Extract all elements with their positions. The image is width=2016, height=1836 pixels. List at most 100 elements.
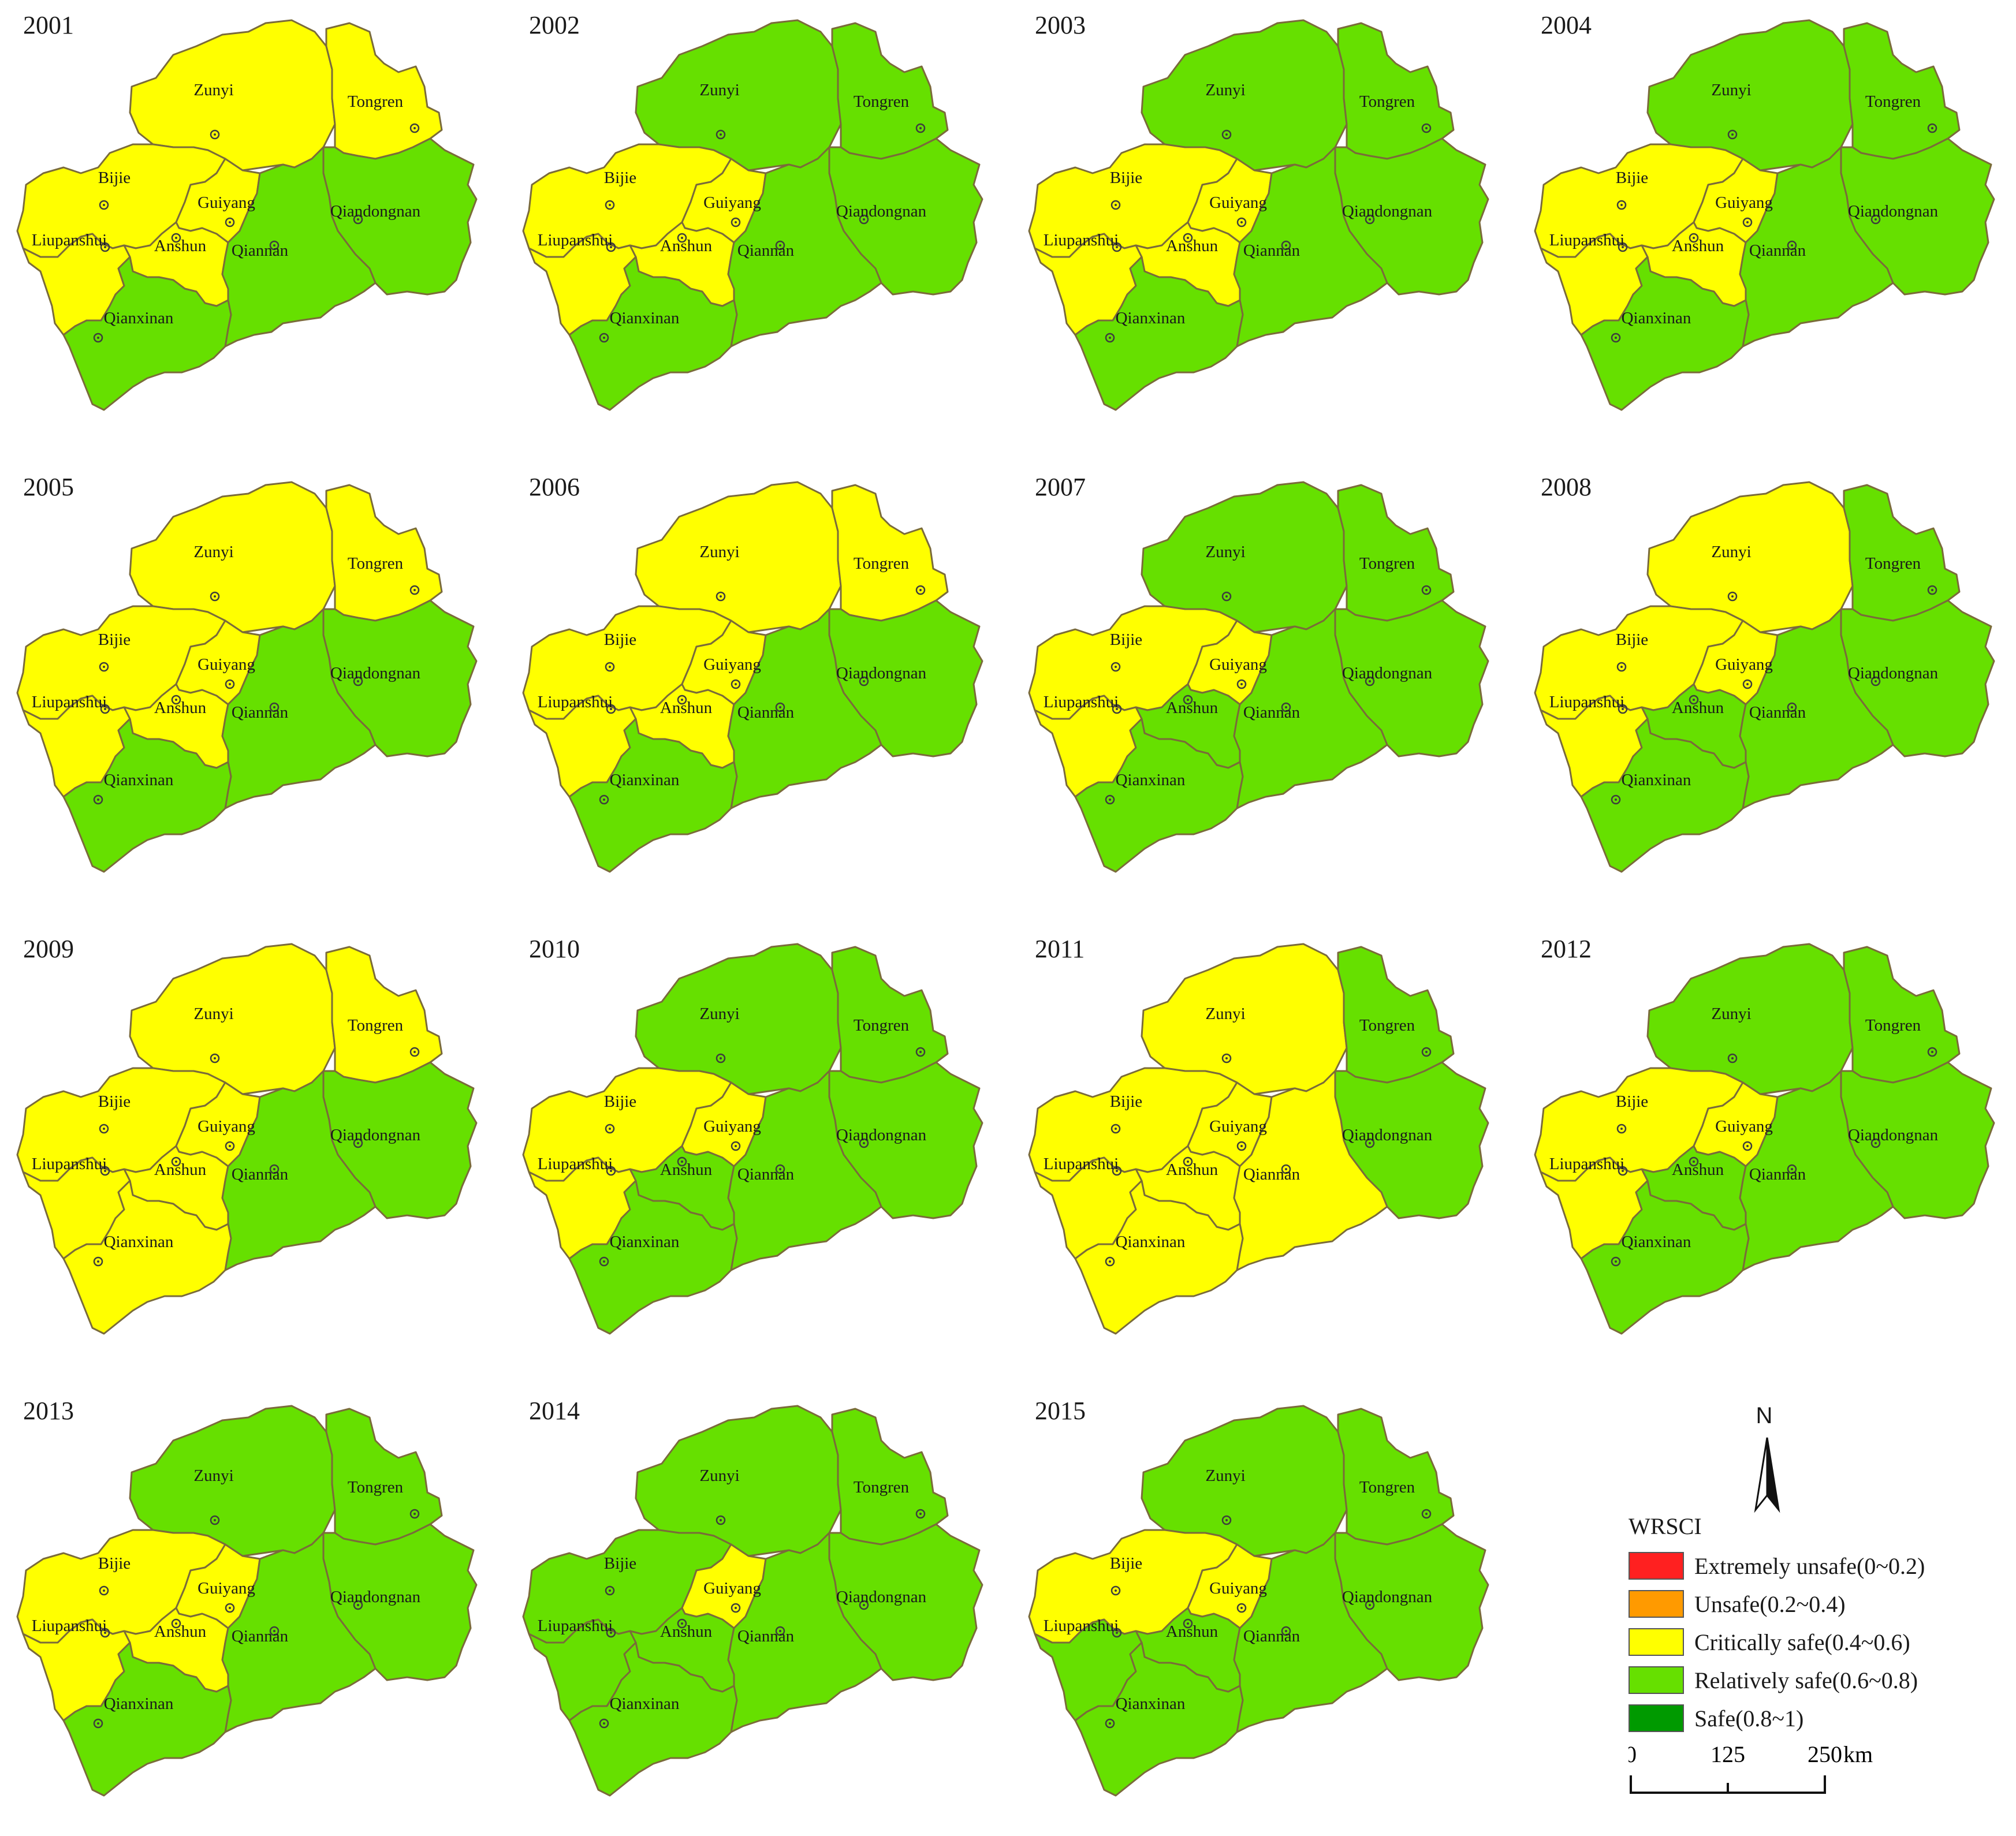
city-label-qiandongnan: Qiandongnan xyxy=(836,664,927,682)
city-marker-dot xyxy=(1425,589,1428,591)
city-label-qiannan: Qiannan xyxy=(1243,1627,1300,1645)
city-marker-dot xyxy=(863,680,865,682)
scale-bar: 0 125 250 km xyxy=(1629,1741,1873,1794)
city-marker-dot xyxy=(1115,204,1117,206)
city-label-guiyang: Guiyang xyxy=(1209,655,1267,674)
city-label-liupanshui: Liupanshui xyxy=(32,1617,107,1635)
city-marker-dot xyxy=(1746,1145,1749,1147)
city-label-tongren: Tongren xyxy=(854,1478,910,1497)
map-panel-2011: 2011 Zunyi Tongren Bijie Guiyang Qiandongnan L… xyxy=(1012,924,1514,1374)
city-marker-icon xyxy=(599,333,609,343)
city-marker-dot xyxy=(103,1589,105,1592)
city-marker-dot xyxy=(175,699,177,701)
city-marker-dot xyxy=(229,683,231,685)
city-marker-dot xyxy=(1693,237,1695,239)
region-qiannan xyxy=(1739,146,1894,348)
city-marker-icon xyxy=(1183,695,1193,705)
city-marker-icon xyxy=(409,585,420,595)
map-panel-2005: 2005 Zunyi Tongren Bijie Guiyang Qiandongnan L… xyxy=(0,462,502,912)
year-label: 2003 xyxy=(1035,11,1086,39)
city-marker-dot xyxy=(175,1160,177,1163)
legend-label: Critically safe(0.4~0.6) xyxy=(1694,1629,1910,1655)
city-marker-dot xyxy=(1240,221,1243,223)
city-label-qiannan: Qiannan xyxy=(232,1165,289,1184)
city-marker-icon xyxy=(1421,1047,1432,1057)
city-marker-dot xyxy=(1931,1051,1933,1053)
city-label-guiyang: Guiyang xyxy=(1715,1117,1773,1136)
province-map: Zunyi Tongren Bijie Guiyang Qiandongnan Liupa… xyxy=(16,481,478,873)
city-label-zunyi: Zunyi xyxy=(699,81,739,99)
city-label-qiandongnan: Qiandongnan xyxy=(1342,202,1433,221)
city-label-guiyang: Guiyang xyxy=(1209,1117,1267,1136)
city-marker-dot xyxy=(104,246,106,248)
city-label-tongren: Tongren xyxy=(1359,1016,1415,1035)
region-qianxinan xyxy=(568,1180,738,1335)
city-marker-icon xyxy=(269,240,280,251)
city-marker-dot xyxy=(1109,1722,1111,1725)
city-marker-icon xyxy=(605,1585,615,1596)
city-label-anshun: Anshun xyxy=(154,237,207,255)
city-label-qianxinan: Qianxinan xyxy=(1622,309,1691,327)
region-qiannan xyxy=(727,1532,882,1733)
city-label-bijie: Bijie xyxy=(1110,630,1142,649)
city-marker-icon xyxy=(1927,585,1937,595)
city-marker-icon xyxy=(859,1138,869,1148)
city-marker-icon xyxy=(171,233,181,243)
city-marker-icon xyxy=(99,200,109,210)
city-marker-dot xyxy=(919,127,922,129)
city-label-tongren: Tongren xyxy=(1865,1016,1921,1035)
province-map: Zunyi Tongren Bijie Guiyang Qiandongnan Liupa… xyxy=(522,1405,983,1797)
city-marker-dot xyxy=(175,237,177,239)
city-marker-icon xyxy=(1236,1141,1247,1151)
city-label-tongren: Tongren xyxy=(348,554,404,573)
city-marker-icon xyxy=(1105,794,1115,805)
region-qiannan xyxy=(221,608,377,809)
city-label-zunyi: Zunyi xyxy=(1711,1005,1751,1023)
province-map: Zunyi Tongren Bijie Guiyang Qiandongnan Liupa… xyxy=(1028,943,1489,1335)
city-marker-icon xyxy=(859,676,869,686)
city-marker-icon xyxy=(210,591,220,602)
city-marker-icon xyxy=(599,1256,609,1267)
region-tongren xyxy=(1337,484,1455,622)
city-label-liupanshui: Liupanshui xyxy=(1044,231,1119,249)
city-label-anshun: Anshun xyxy=(660,1160,713,1179)
legend-swatch xyxy=(1629,1590,1684,1618)
city-marker-icon xyxy=(1281,1626,1291,1636)
legend-label: Unsafe(0.2~0.4) xyxy=(1694,1591,1846,1617)
city-marker-dot xyxy=(1225,1519,1228,1521)
city-marker-dot xyxy=(1693,699,1695,701)
city-label-zunyi: Zunyi xyxy=(1205,543,1245,561)
city-marker-dot xyxy=(919,1513,922,1515)
city-label-tongren: Tongren xyxy=(348,92,404,111)
city-marker-dot xyxy=(1620,204,1623,206)
scale-line xyxy=(1630,1775,1826,1794)
city-marker-icon xyxy=(1105,1718,1115,1729)
city-marker-icon xyxy=(1365,676,1375,686)
legend-item: Critically safe(0.4~0.6) xyxy=(1629,1626,1910,1658)
city-marker-dot xyxy=(103,1128,105,1130)
city-marker-dot xyxy=(357,680,359,682)
city-marker-dot xyxy=(779,1630,781,1632)
scale-tick-label: 0 xyxy=(1629,1741,1637,1767)
city-marker-icon xyxy=(225,217,235,227)
city-label-bijie: Bijie xyxy=(1616,169,1648,187)
region-qianxinan xyxy=(62,256,232,411)
city-marker-icon xyxy=(210,129,220,140)
city-marker-dot xyxy=(1875,218,1877,221)
city-label-qianxinan: Qianxinan xyxy=(1116,309,1186,327)
city-marker-dot xyxy=(1240,683,1243,685)
year-label: 2006 xyxy=(529,473,580,501)
year-label: 2009 xyxy=(23,935,74,963)
city-marker-icon xyxy=(100,242,110,252)
city-marker-dot xyxy=(273,706,275,708)
city-marker-dot xyxy=(103,666,105,668)
city-marker-icon xyxy=(210,1515,220,1525)
map-panel-2010: 2010 Zunyi Tongren Bijie Guiyang Qiandongnan L… xyxy=(506,924,1008,1374)
city-marker-dot xyxy=(357,1604,359,1606)
city-marker-dot xyxy=(1187,1160,1189,1163)
city-marker-icon xyxy=(1787,702,1797,712)
city-marker-dot xyxy=(1187,237,1189,239)
city-marker-dot xyxy=(1225,1057,1228,1059)
city-marker-dot xyxy=(779,706,781,708)
city-label-qianxinan: Qianxinan xyxy=(1116,771,1186,789)
